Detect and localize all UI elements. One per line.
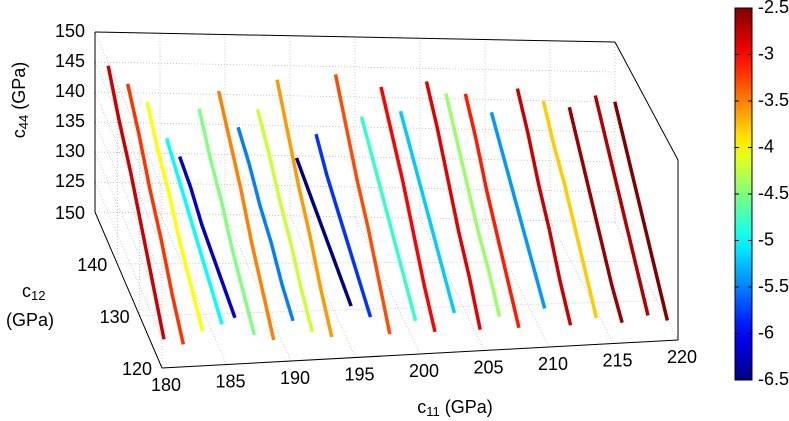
contour-line	[359, 116, 418, 322]
colorbar-tick-label: -2.5	[758, 0, 789, 17]
grid-line	[224, 214, 292, 362]
contour-line	[515, 88, 573, 326]
x-tick-label: 215	[602, 350, 632, 370]
axis-line	[94, 31, 616, 43]
colorbar-tick-label: -4.5	[758, 183, 789, 203]
y-axis-label-unit: (GPa)	[6, 310, 54, 330]
grid-line	[354, 216, 421, 355]
colorbar-tick-label: -3	[758, 43, 774, 63]
x-axis-label-unit: (GPa)	[445, 397, 493, 417]
grid-line	[94, 61, 163, 219]
grid-line	[159, 213, 227, 365]
contour-line	[164, 137, 224, 325]
axis-line	[161, 339, 679, 369]
grid-line	[94, 181, 163, 339]
z-tick-label: 140	[55, 81, 85, 101]
grid-line	[419, 218, 485, 351]
contour-line	[398, 110, 457, 314]
z-tick-label: 125	[55, 171, 85, 191]
x-tick-label: 220	[667, 347, 697, 367]
y-axis-label: c12 (GPa)	[6, 281, 54, 330]
contour-line	[489, 111, 547, 309]
grid-line	[139, 300, 658, 317]
z-axis-label-unit: (GPa)	[9, 62, 29, 110]
colorbar-tick-label: -6.5	[758, 369, 789, 389]
contour-line	[541, 100, 599, 319]
x-tick-label: 205	[473, 357, 503, 377]
z-tick-label: 150	[55, 21, 85, 41]
y-tick-label: 130	[100, 307, 130, 327]
grid-line	[94, 151, 163, 309]
y-tick-label: 150	[55, 203, 85, 223]
axis-line	[94, 211, 163, 369]
z-tick-label: 145	[55, 51, 85, 71]
y-axis-label-base: c	[22, 281, 31, 301]
contour-line	[379, 86, 437, 333]
colorbar-tick-label: -3.5	[758, 90, 789, 110]
x-axis-label: c11 (GPa)	[417, 397, 493, 420]
x-tick-label: 185	[215, 371, 245, 391]
contour-line	[294, 157, 353, 307]
contour-line	[275, 79, 334, 338]
y-tick-label: 120	[122, 359, 152, 379]
contour-line	[424, 81, 482, 331]
x-tick-label: 200	[409, 361, 439, 381]
grid-line	[117, 260, 637, 265]
x-tick-label: 190	[280, 368, 310, 388]
contour-line	[106, 65, 166, 340]
z-axis-label-sub: 44	[16, 115, 31, 129]
contour-line	[463, 93, 521, 329]
x-axis-label-base: c	[417, 397, 426, 417]
contour-line	[333, 74, 392, 335]
colorbar-tick-label: -5	[758, 229, 774, 249]
x-axis-label-sub: 11	[426, 404, 440, 419]
contour-line	[444, 93, 502, 318]
z-axis-label-base: c	[9, 129, 29, 138]
colorbar-tick-label: -5.5	[758, 276, 789, 296]
grid-line	[289, 215, 356, 358]
x-tick-label: 195	[344, 364, 374, 384]
contour-line	[197, 108, 257, 336]
contour-line	[177, 155, 237, 319]
contour-line	[236, 126, 295, 322]
z-tick-label: 130	[55, 141, 85, 161]
axis-line	[614, 41, 679, 161]
grid-line	[549, 220, 614, 344]
grid-line	[94, 121, 163, 279]
contour-line	[216, 90, 276, 341]
contour-line	[255, 109, 315, 333]
colorbar-tick-label: -6	[758, 322, 774, 342]
y-tick-label: 140	[77, 255, 107, 275]
contour-line	[145, 101, 205, 332]
colorbar-tick-label: -4	[758, 136, 774, 156]
grid-line	[94, 31, 163, 189]
x-tick-label: 210	[538, 354, 568, 374]
z-axis-label: c44 (GPa)	[9, 62, 32, 138]
x-tick-label: 180	[151, 375, 181, 395]
contour-line	[613, 101, 670, 321]
y-axis-label-sub: 12	[31, 288, 45, 303]
contour-line	[593, 95, 650, 316]
contour-line	[314, 133, 373, 318]
z-tick-label: 135	[55, 111, 85, 131]
contour-line	[125, 83, 186, 345]
contour-line	[567, 106, 624, 324]
grid-line	[614, 221, 679, 341]
